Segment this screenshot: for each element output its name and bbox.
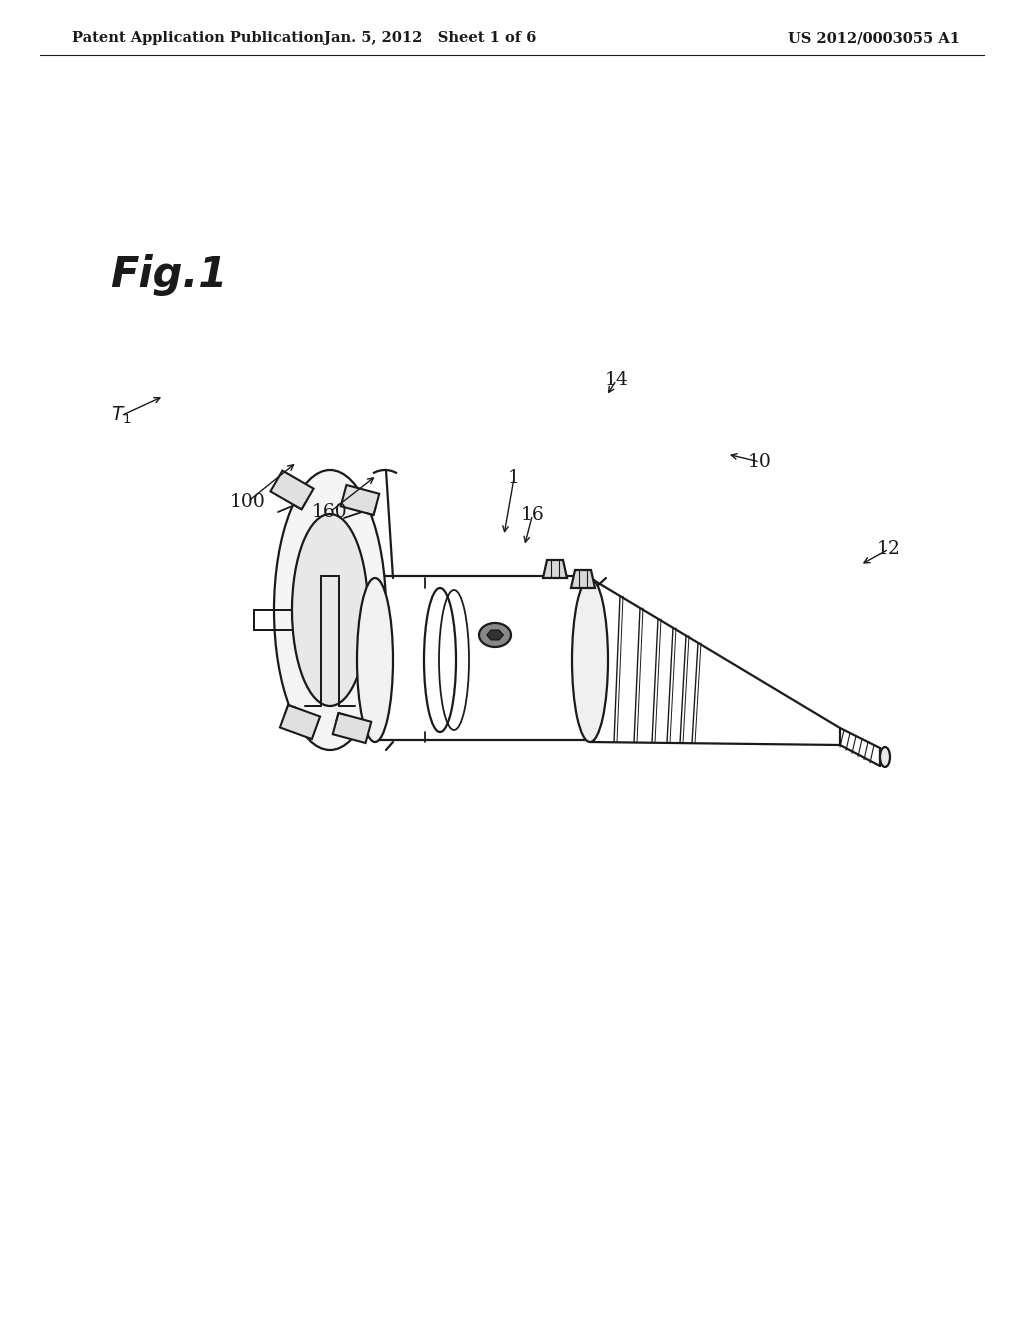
Text: $T_1$: $T_1$ xyxy=(111,405,131,426)
Text: 160: 160 xyxy=(312,503,347,521)
Text: 10: 10 xyxy=(748,453,772,471)
Ellipse shape xyxy=(572,578,608,742)
Ellipse shape xyxy=(274,470,386,750)
Text: Jan. 5, 2012   Sheet 1 of 6: Jan. 5, 2012 Sheet 1 of 6 xyxy=(324,30,537,45)
Polygon shape xyxy=(487,630,503,640)
Text: 100: 100 xyxy=(229,492,266,511)
Text: 14: 14 xyxy=(604,371,629,389)
Polygon shape xyxy=(571,570,595,587)
Ellipse shape xyxy=(357,578,393,742)
Text: 12: 12 xyxy=(877,540,901,558)
Polygon shape xyxy=(543,560,567,578)
Text: Fig.1: Fig.1 xyxy=(110,253,227,296)
Ellipse shape xyxy=(880,747,890,767)
Text: 16: 16 xyxy=(520,506,545,524)
Text: 1: 1 xyxy=(508,469,520,487)
Polygon shape xyxy=(280,705,321,739)
Text: Patent Application Publication: Patent Application Publication xyxy=(72,30,324,45)
Polygon shape xyxy=(270,471,313,510)
Polygon shape xyxy=(341,484,379,515)
Ellipse shape xyxy=(479,623,511,647)
Polygon shape xyxy=(333,713,372,743)
Ellipse shape xyxy=(292,513,368,706)
Text: US 2012/0003055 A1: US 2012/0003055 A1 xyxy=(788,30,961,45)
